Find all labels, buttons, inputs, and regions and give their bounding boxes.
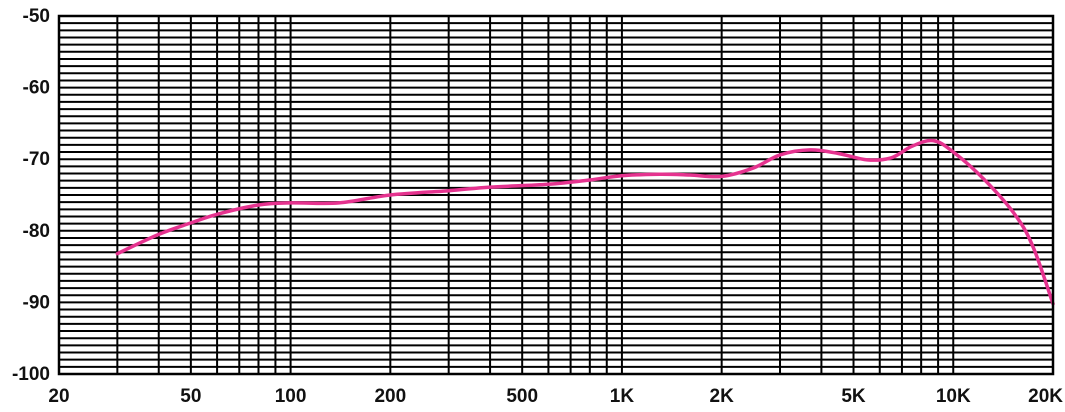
x-tick-label: 10K	[936, 386, 971, 407]
y-tick-label: -50	[23, 6, 50, 27]
y-tick-label: -100	[12, 364, 50, 385]
x-tick-label: 500	[506, 386, 538, 407]
x-tick-label: 20	[48, 386, 69, 407]
x-tick-label: 1K	[610, 386, 635, 407]
x-tick-label: 20K	[1028, 386, 1063, 407]
x-tick-label: 2K	[710, 386, 735, 407]
y-tick-label: -80	[23, 221, 50, 242]
y-tick-label: -90	[23, 292, 50, 313]
y-tick-label: -60	[23, 78, 50, 99]
x-axis-tick-labels: 20 50 100 200 500 1K 2K 5K 10K 20K	[48, 386, 1063, 407]
x-tick-label: 50	[180, 386, 201, 407]
x-tick-label: 200	[374, 386, 406, 407]
y-tick-label: -70	[23, 149, 50, 170]
series-line	[115, 138, 1055, 306]
x-tick-label: 5K	[841, 386, 866, 407]
y-axis-tick-labels: -50 -60 -70 -80 -90 -100	[12, 6, 50, 385]
x-tick-label: 100	[275, 386, 307, 407]
chart-series	[115, 138, 1055, 306]
plot-frame	[57, 14, 1055, 376]
chart-grid	[59, 16, 1053, 374]
